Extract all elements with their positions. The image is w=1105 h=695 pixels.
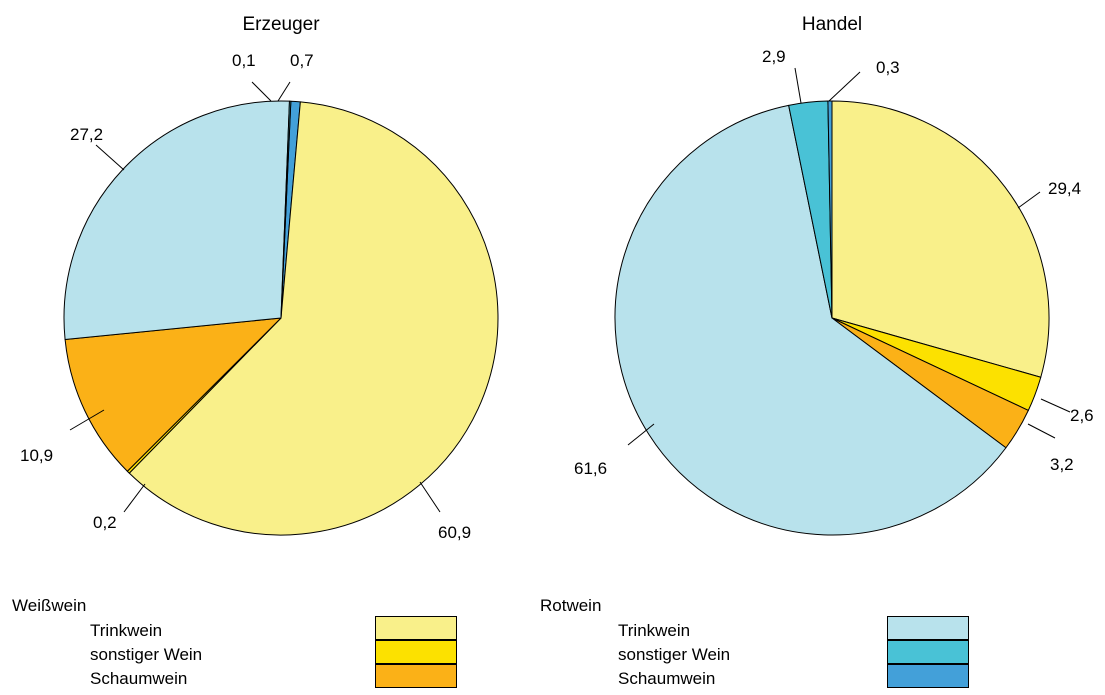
pie-slice (831, 100, 1050, 378)
data-label: 60,9 (438, 523, 471, 542)
legend-swatch (887, 664, 969, 688)
leader-line (95, 144, 125, 171)
data-label: 3,2 (1050, 455, 1074, 474)
legend-swatch (887, 640, 969, 664)
leader-line (123, 483, 146, 513)
legend-swatch (375, 616, 457, 640)
chart-title: Erzeuger (242, 14, 320, 35)
leader-line (794, 67, 802, 104)
leader-line (69, 409, 105, 431)
leader-line (627, 423, 655, 446)
data-label: 0,2 (93, 513, 117, 532)
leader-line (828, 71, 861, 102)
pie-slice (128, 101, 499, 536)
data-label: 10,9 (20, 446, 53, 465)
pie-slice (827, 100, 833, 319)
legend-swatch (375, 664, 457, 688)
pie-slice (280, 100, 292, 319)
data-label: 61,6 (574, 459, 607, 478)
leader-line (1027, 423, 1056, 439)
chart-title: Handel (802, 14, 862, 35)
leader-line (1017, 191, 1041, 209)
pie-slice (614, 104, 1007, 536)
data-label: 2,9 (762, 47, 786, 66)
data-label: 0,7 (290, 51, 314, 70)
legend-item-label: Trinkwein (90, 621, 163, 640)
legend-item-label: Schaumwein (618, 669, 716, 688)
data-label: 27,2 (70, 125, 103, 144)
leader-line (419, 481, 441, 513)
legend-item-label: sonstiger Wein (618, 645, 731, 664)
leader-line (251, 81, 272, 102)
data-label: 0,3 (876, 58, 900, 77)
pie-slice (64, 317, 282, 472)
legend-heading: Rotwein (540, 596, 602, 615)
pie-0: 0,7 60,9 0,2 10,9 27,2 0,1 Erzeuger (20, 14, 499, 542)
legend-swatch (887, 616, 969, 640)
legend-item-label: sonstiger Wein (90, 645, 203, 664)
legend-swatch (375, 640, 457, 664)
legend-heading: Weißwein (12, 596, 87, 615)
data-label: 2,6 (1070, 406, 1094, 425)
leader-line (277, 81, 291, 102)
data-label: 0,1 (232, 51, 256, 70)
data-label: 29,4 (1048, 179, 1081, 198)
legend-item-label: Schaumwein (90, 669, 188, 688)
leader-line (1040, 398, 1071, 413)
pie-1: 29,4 2,6 3,2 61,6 2,9 0,3 Handel (574, 14, 1094, 536)
legend-item-label: Trinkwein (618, 621, 691, 640)
